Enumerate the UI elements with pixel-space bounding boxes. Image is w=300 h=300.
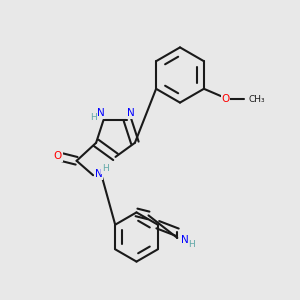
Text: O: O	[221, 94, 230, 104]
Text: H: H	[188, 240, 195, 249]
Text: CH₃: CH₃	[249, 95, 266, 104]
Text: N: N	[127, 108, 134, 118]
Text: O: O	[54, 151, 62, 161]
Text: H: H	[102, 164, 109, 173]
Text: H: H	[91, 113, 97, 122]
Text: N: N	[94, 169, 102, 179]
Text: N: N	[181, 235, 189, 245]
Text: N: N	[97, 108, 104, 118]
